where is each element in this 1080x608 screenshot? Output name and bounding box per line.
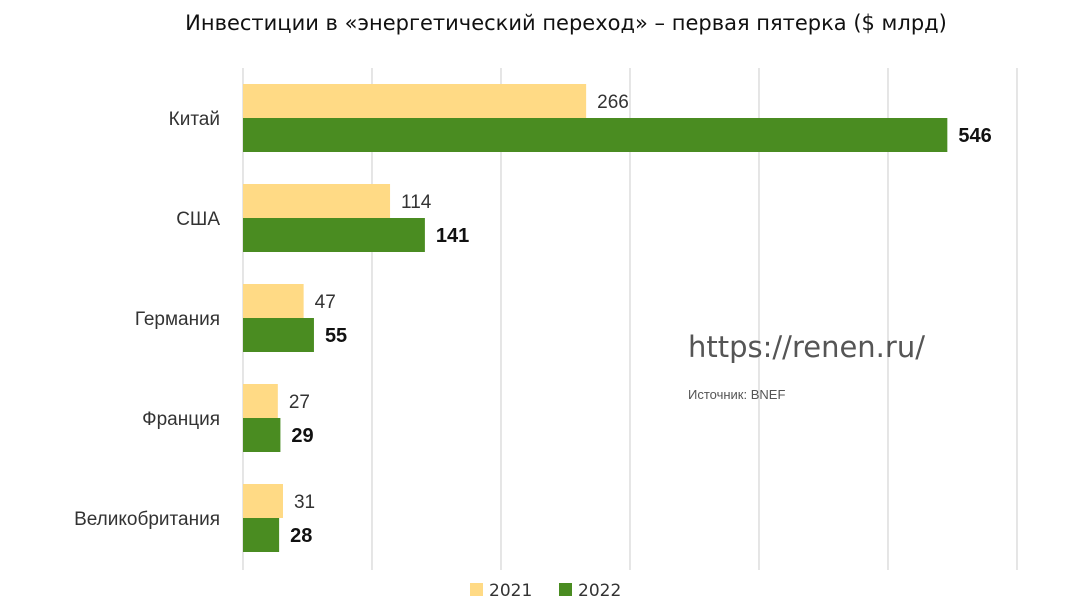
bar-2022 — [243, 118, 948, 152]
source-note: Источник: BNEF — [688, 387, 785, 402]
bar-2021 — [243, 384, 278, 418]
bar-2021 — [243, 184, 391, 218]
category-label: Великобритания — [74, 509, 220, 530]
category-label: США — [176, 209, 220, 230]
bar-2021 — [243, 84, 587, 118]
bar-2021 — [243, 284, 304, 318]
legend: 2021 2022 — [470, 581, 621, 601]
legend-swatch — [470, 583, 483, 596]
bar-2022 — [243, 318, 314, 352]
category-label: Китай — [169, 109, 220, 130]
bar-2022 — [243, 218, 425, 252]
bar-2022 — [243, 518, 280, 552]
bar-2021 — [243, 484, 283, 518]
data-label: 55 — [325, 325, 347, 347]
category-label: Франция — [142, 409, 220, 430]
bar-2022 — [243, 418, 281, 452]
chart-title: Инвестиции в «энергетический переход» – … — [185, 11, 947, 35]
legend-label: 2022 — [578, 581, 621, 601]
watermark: https://renen.ru/ — [688, 330, 925, 364]
legend-swatch — [559, 583, 572, 596]
data-label: 114 — [401, 192, 432, 213]
data-label: 31 — [294, 492, 315, 513]
data-label: 27 — [289, 392, 310, 413]
bars — [243, 84, 948, 552]
category-label: Германия — [135, 309, 220, 330]
data-label: 266 — [597, 92, 629, 113]
data-label: 546 — [958, 125, 991, 147]
legend-label: 2021 — [489, 581, 532, 601]
data-label: 47 — [315, 292, 336, 313]
data-label: 28 — [290, 525, 312, 547]
data-label: 141 — [436, 225, 469, 247]
data-label: 29 — [291, 425, 313, 447]
